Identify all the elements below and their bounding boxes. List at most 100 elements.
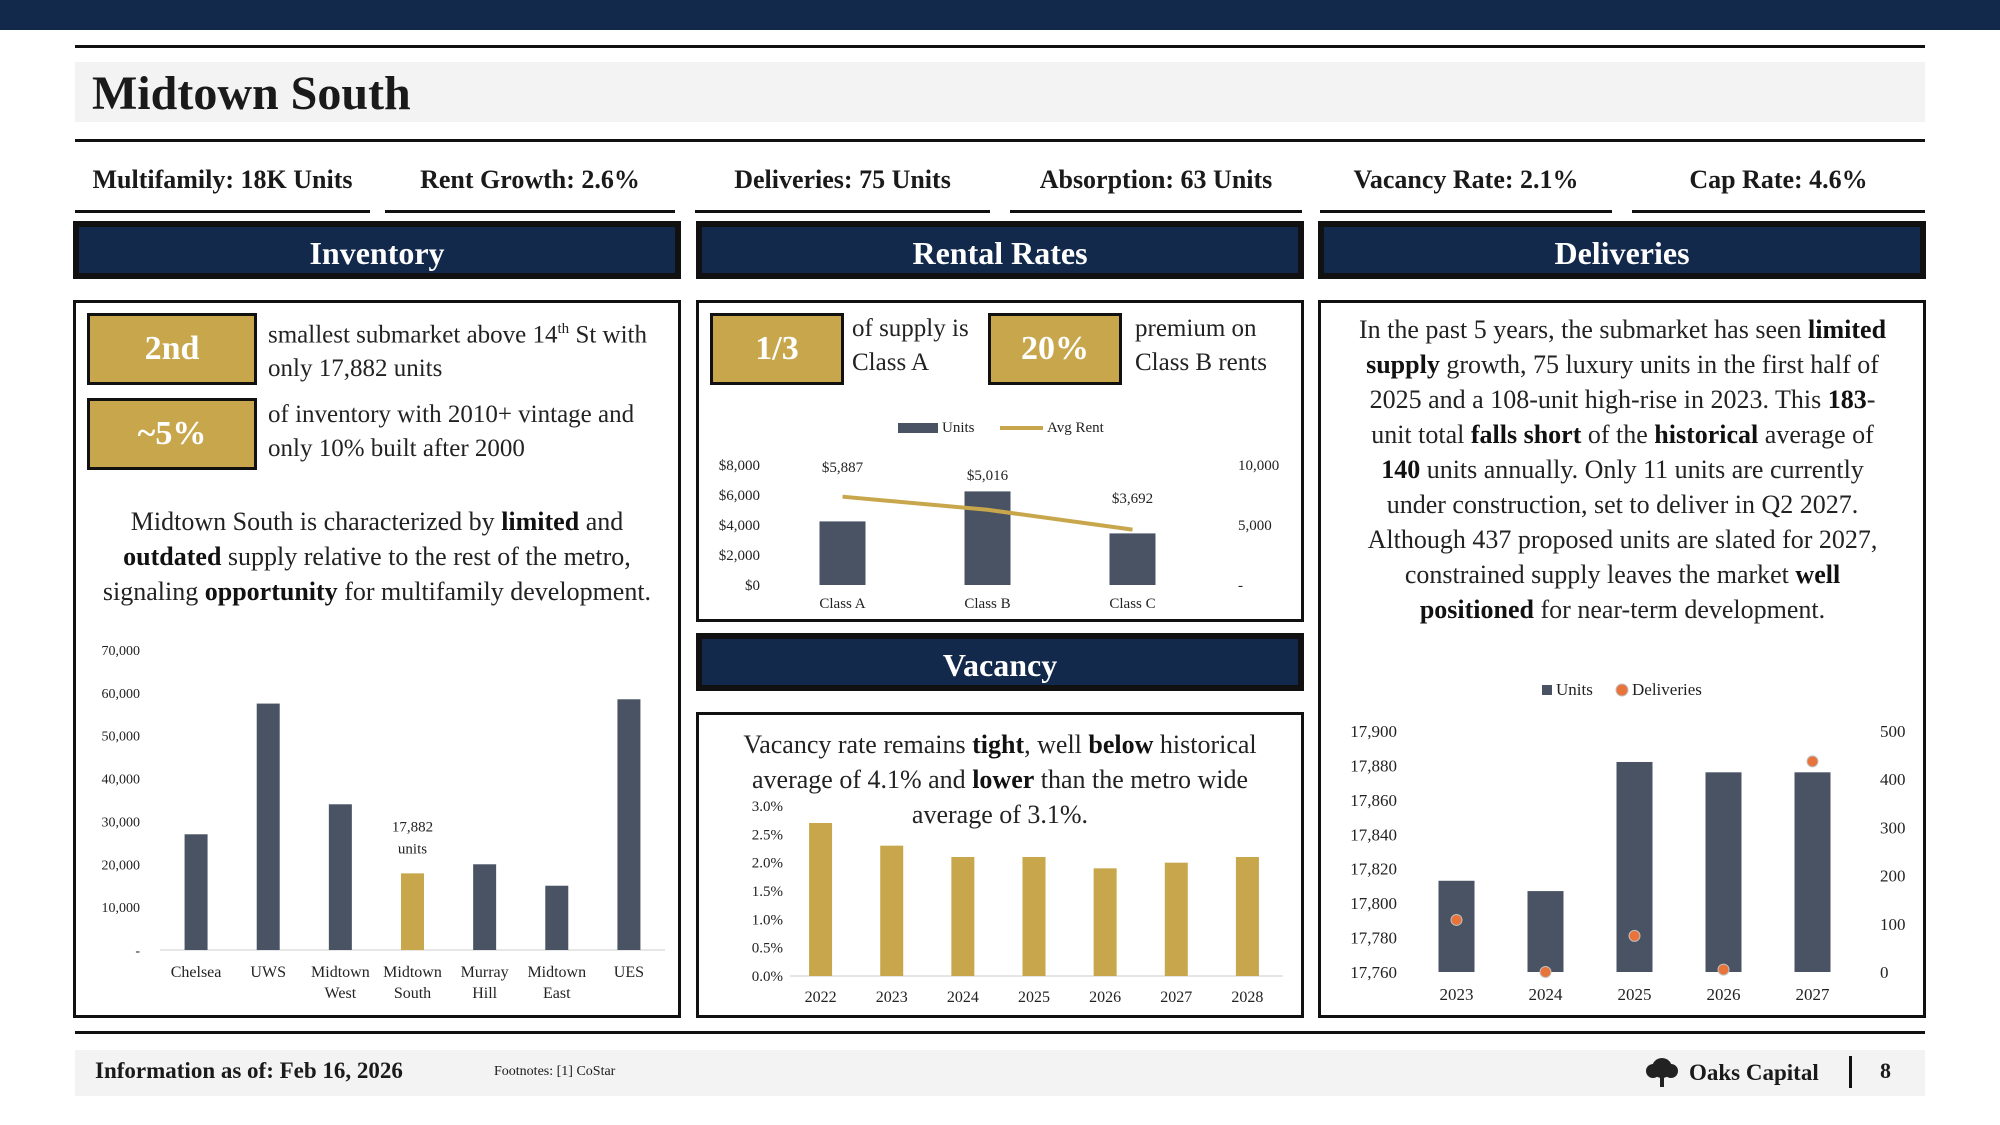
y-tick-label-left: 17,840 bbox=[1350, 825, 1397, 844]
x-tick-label: 2027 bbox=[1160, 989, 1192, 1006]
x-tick-label: 2025 bbox=[1018, 989, 1050, 1006]
x-tick-label: UWS bbox=[250, 964, 286, 981]
legend-label: Deliveries bbox=[1632, 680, 1702, 699]
point-deliveries bbox=[1450, 913, 1463, 926]
x-tick-label: Midtown bbox=[527, 964, 586, 981]
rental-class-a-badge: 1/3 bbox=[710, 313, 844, 385]
legend-label: Units bbox=[1556, 680, 1593, 699]
top-bar bbox=[0, 0, 2000, 30]
x-tick-label: 2026 bbox=[1089, 989, 1121, 1006]
point-deliveries bbox=[1806, 755, 1819, 768]
x-tick-label: Midtown bbox=[383, 964, 442, 981]
footer-separator bbox=[1849, 1056, 1852, 1088]
y-tick-label: 3.0% bbox=[752, 799, 783, 815]
x-tick-label: Midtown bbox=[311, 964, 370, 981]
legend-label: Avg Rent bbox=[1047, 420, 1105, 436]
inventory-rank-text: smallest submarket above 14th St with on… bbox=[268, 321, 647, 383]
bar bbox=[256, 703, 280, 950]
y-tick-label: 50,000 bbox=[102, 730, 141, 745]
y-tick-label-left: $2,000 bbox=[719, 548, 760, 564]
rental-premium-badge: 20% bbox=[988, 313, 1122, 385]
section-inventory-header: Inventory bbox=[73, 221, 681, 279]
y-tick-label-right: 10,000 bbox=[1238, 458, 1279, 474]
oak-tree-icon bbox=[1646, 1058, 1678, 1087]
x-tick-label: 2022 bbox=[805, 989, 837, 1006]
y-tick-label: 0.0% bbox=[752, 969, 783, 985]
bar-units bbox=[819, 521, 866, 585]
x-tick-label: East bbox=[543, 985, 571, 1002]
y-tick-label: 2.0% bbox=[752, 856, 783, 872]
bar-units bbox=[1438, 880, 1475, 972]
x-tick-label: UES bbox=[614, 964, 644, 981]
point-deliveries bbox=[1717, 963, 1730, 976]
bar bbox=[880, 845, 904, 976]
x-tick-label: 2026 bbox=[1707, 985, 1741, 1004]
legend-label: Units bbox=[942, 420, 975, 436]
bar-units bbox=[964, 491, 1011, 585]
bar bbox=[1164, 862, 1188, 976]
page-title: Midtown South bbox=[92, 67, 411, 120]
data-label: $5,016 bbox=[967, 468, 1009, 484]
x-tick-label: Chelsea bbox=[171, 964, 222, 981]
y-tick-label-left: 17,780 bbox=[1350, 929, 1397, 948]
title-band bbox=[75, 62, 1925, 122]
inventory-summary: Midtown South is characterized by limite… bbox=[102, 507, 652, 606]
bar-units bbox=[1705, 772, 1742, 972]
data-label: $3,692 bbox=[1112, 491, 1153, 507]
bar bbox=[1022, 857, 1046, 976]
data-label: units bbox=[398, 841, 427, 857]
x-tick-label: Murray bbox=[461, 964, 509, 981]
point-deliveries bbox=[1628, 929, 1641, 942]
divider bbox=[75, 45, 1925, 48]
inventory-rank-badge: 2nd bbox=[87, 313, 257, 385]
divider bbox=[75, 1031, 1925, 1034]
y-tick-label-right: 200 bbox=[1880, 867, 1906, 886]
legend-swatch-units bbox=[898, 423, 938, 433]
kpi-vacancy-rate: Vacancy Rate: 2.1% bbox=[1320, 160, 1612, 213]
y-tick-label: 70,000 bbox=[102, 644, 141, 659]
y-tick-label-left: 17,760 bbox=[1350, 963, 1397, 982]
inventory-vintage-text: of inventory with 2010+ vintage and only… bbox=[268, 401, 635, 462]
footnotes: Footnotes: [1] CoStar bbox=[494, 1064, 616, 1079]
bar-units bbox=[1109, 533, 1156, 585]
y-tick-label-left: $4,000 bbox=[719, 518, 760, 534]
info-date: Information as of: Feb 16, 2026 bbox=[95, 1058, 403, 1083]
inventory-vintage-badge: ~5% bbox=[87, 398, 257, 470]
deliveries-summary: In the past 5 years, the submarket has s… bbox=[1358, 315, 1887, 624]
y-tick-label-right: 400 bbox=[1880, 770, 1906, 789]
footer-band bbox=[75, 1050, 1925, 1096]
line-avg-rent bbox=[842, 494, 1133, 532]
y-tick-label-left: $8,000 bbox=[719, 458, 760, 474]
page-number: 8 bbox=[1880, 1058, 1891, 1083]
bar-units bbox=[1794, 772, 1831, 972]
x-tick-label: 2024 bbox=[1529, 985, 1564, 1004]
section-rental-header: Rental Rates bbox=[696, 221, 1304, 279]
bar bbox=[1093, 868, 1117, 976]
y-tick-label-left: 17,860 bbox=[1350, 791, 1397, 810]
y-tick-label-left: 17,900 bbox=[1350, 722, 1397, 741]
data-label: $5,887 bbox=[822, 460, 864, 476]
x-tick-label: South bbox=[394, 985, 431, 1002]
rental-class-a-text: of supply is Class A bbox=[852, 315, 969, 376]
y-tick-label: 2.5% bbox=[752, 827, 783, 843]
y-tick-label-left: 17,800 bbox=[1350, 894, 1397, 913]
x-tick-label: 2024 bbox=[947, 989, 979, 1006]
x-tick-label: Class B bbox=[964, 596, 1010, 612]
section-vacancy-header: Vacancy bbox=[696, 633, 1304, 691]
bar bbox=[617, 699, 641, 950]
kpi-cap-rate: Cap Rate: 4.6% bbox=[1632, 160, 1925, 213]
x-tick-label: 2023 bbox=[876, 989, 908, 1006]
bar bbox=[401, 873, 424, 950]
vacancy-chart: 0.0% 0.5% 1.0% 1.5% 2.0% 2.5% 3.0% 2022 2023 2024… bbox=[752, 799, 1283, 1006]
y-tick-label-left: 17,880 bbox=[1350, 756, 1397, 775]
y-tick-label: 10,000 bbox=[102, 901, 141, 916]
bar bbox=[184, 834, 208, 950]
y-tick-label: 30,000 bbox=[102, 815, 141, 830]
bar bbox=[951, 857, 975, 976]
x-tick-label: 2027 bbox=[1796, 985, 1831, 1004]
y-tick-label-right: - bbox=[1238, 578, 1243, 594]
bar bbox=[545, 885, 569, 950]
data-label: 17,882 bbox=[392, 819, 433, 835]
bar bbox=[473, 864, 497, 950]
divider bbox=[75, 139, 1925, 142]
